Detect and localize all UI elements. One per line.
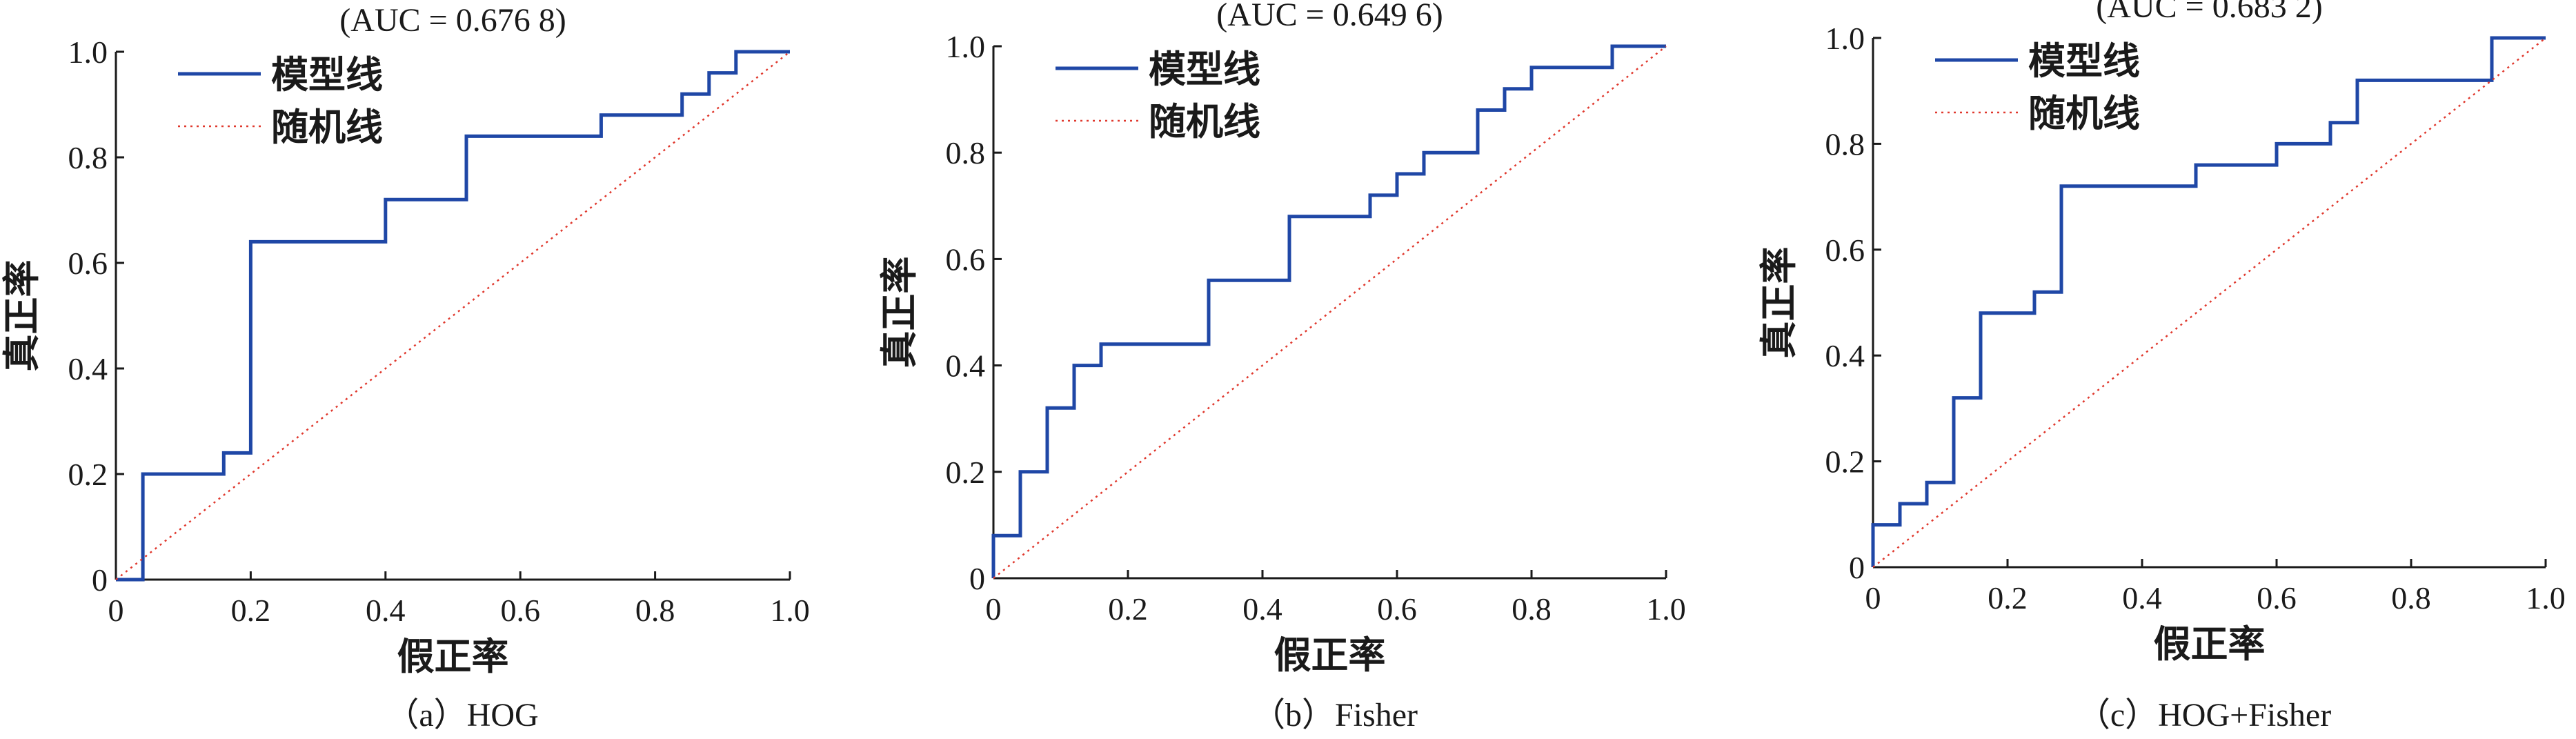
x-tick-label: 0.2 bbox=[1108, 591, 1148, 627]
y-tick-label: 0.6 bbox=[1825, 233, 1865, 268]
y-tick-label: 0.8 bbox=[1825, 126, 1865, 161]
chart-title: (AUC = 0.649 6) bbox=[1216, 0, 1443, 33]
y-tick-label: 1.0 bbox=[1825, 21, 1865, 56]
legend-label-model: 模型线 bbox=[2028, 39, 2140, 83]
panel-caption: （c）HOG+Fisher bbox=[2077, 697, 2331, 733]
model-line bbox=[1871, 36, 2546, 567]
chart-title: (AUC = 0.683 2) bbox=[2096, 0, 2322, 25]
y-tick-label: 0.4 bbox=[68, 351, 108, 386]
model-line bbox=[116, 50, 790, 582]
y-axis-label: 真正率 bbox=[0, 260, 43, 372]
panel-caption: （a）HOG bbox=[386, 697, 538, 733]
random-line bbox=[115, 51, 791, 580]
x-tick-label: 0 bbox=[108, 593, 124, 628]
x-tick-label: 0.8 bbox=[2391, 580, 2431, 615]
random-line bbox=[993, 46, 1667, 579]
x-tick-label: 0.2 bbox=[231, 593, 271, 628]
x-tick-label: 0 bbox=[986, 591, 1002, 627]
y-tick-label: 0 bbox=[1849, 550, 1865, 585]
x-axis-label: 假正率 bbox=[1274, 633, 1386, 677]
x-axis-label: 假正率 bbox=[397, 635, 509, 678]
y-tick-label: 0.4 bbox=[1825, 338, 1865, 373]
legend-label-model: 模型线 bbox=[271, 53, 383, 97]
x-axis-label: 假正率 bbox=[2154, 622, 2266, 666]
y-tick-label: 0 bbox=[969, 561, 985, 596]
y-tick-label: 0.8 bbox=[68, 140, 108, 175]
y-tick-label: 0 bbox=[92, 562, 108, 598]
x-tick-label: 0 bbox=[1865, 580, 1881, 615]
legend-label-random: 随机线 bbox=[271, 106, 383, 149]
x-tick-label: 0.6 bbox=[500, 593, 540, 628]
x-tick-label: 0.6 bbox=[1377, 591, 1417, 627]
y-tick-label: 1.0 bbox=[68, 35, 108, 70]
random-line bbox=[1872, 37, 2546, 568]
y-tick-label: 0.8 bbox=[946, 135, 986, 170]
x-tick-label: 1.0 bbox=[1646, 591, 1686, 627]
x-tick-label: 0.8 bbox=[635, 593, 675, 628]
legend-label-model: 模型线 bbox=[1149, 48, 1260, 91]
chart-panel-3: 0 0.2 0.4 0.6 0.8 1.0 0 0.2 0.4 0.6 0.8 1.0 (AUC = 0… bbox=[1757, 0, 2566, 733]
panel-caption: （b）Fisher bbox=[1252, 697, 1418, 733]
chart-panel-2: 0 0.2 0.4 0.6 0.8 1.0 0 0.2 0.4 0.6 0.8 1.0 (AUC = 0… bbox=[878, 0, 1686, 733]
x-tick-label: 0.4 bbox=[2122, 580, 2162, 615]
y-tick-label: 0.4 bbox=[946, 348, 986, 384]
y-tick-label: 0.2 bbox=[946, 455, 986, 490]
chart-title: (AUC = 0.676 8) bbox=[339, 2, 566, 39]
legend-label-random: 随机线 bbox=[2028, 92, 2140, 135]
y-tick-label: 0.2 bbox=[1825, 444, 1865, 480]
x-tick-label: 1.0 bbox=[770, 593, 810, 628]
y-tick-label: 0.2 bbox=[68, 457, 108, 492]
x-tick-label: 0.4 bbox=[1242, 591, 1282, 627]
x-tick-label: 0.4 bbox=[366, 593, 406, 628]
x-tick-label: 1.0 bbox=[2526, 580, 2566, 615]
legend-label-random: 随机线 bbox=[1149, 100, 1260, 144]
x-tick-label: 0.2 bbox=[1988, 580, 2028, 615]
chart-panel-1: 0 0.2 0.4 0.6 0.8 1.0 0 0.2 0.4 0.6 0.8 1.0 (AUC = 0… bbox=[0, 2, 810, 733]
model-line bbox=[991, 44, 1666, 578]
y-axis-label: 真正率 bbox=[1757, 247, 1801, 359]
y-axis-label: 真正率 bbox=[878, 257, 921, 368]
y-tick-label: 1.0 bbox=[946, 29, 986, 64]
x-tick-label: 0.8 bbox=[1512, 591, 1552, 627]
x-tick-label: 0.6 bbox=[2257, 580, 2297, 615]
y-tick-label: 0.6 bbox=[68, 246, 108, 281]
y-tick-label: 0.6 bbox=[946, 242, 986, 277]
